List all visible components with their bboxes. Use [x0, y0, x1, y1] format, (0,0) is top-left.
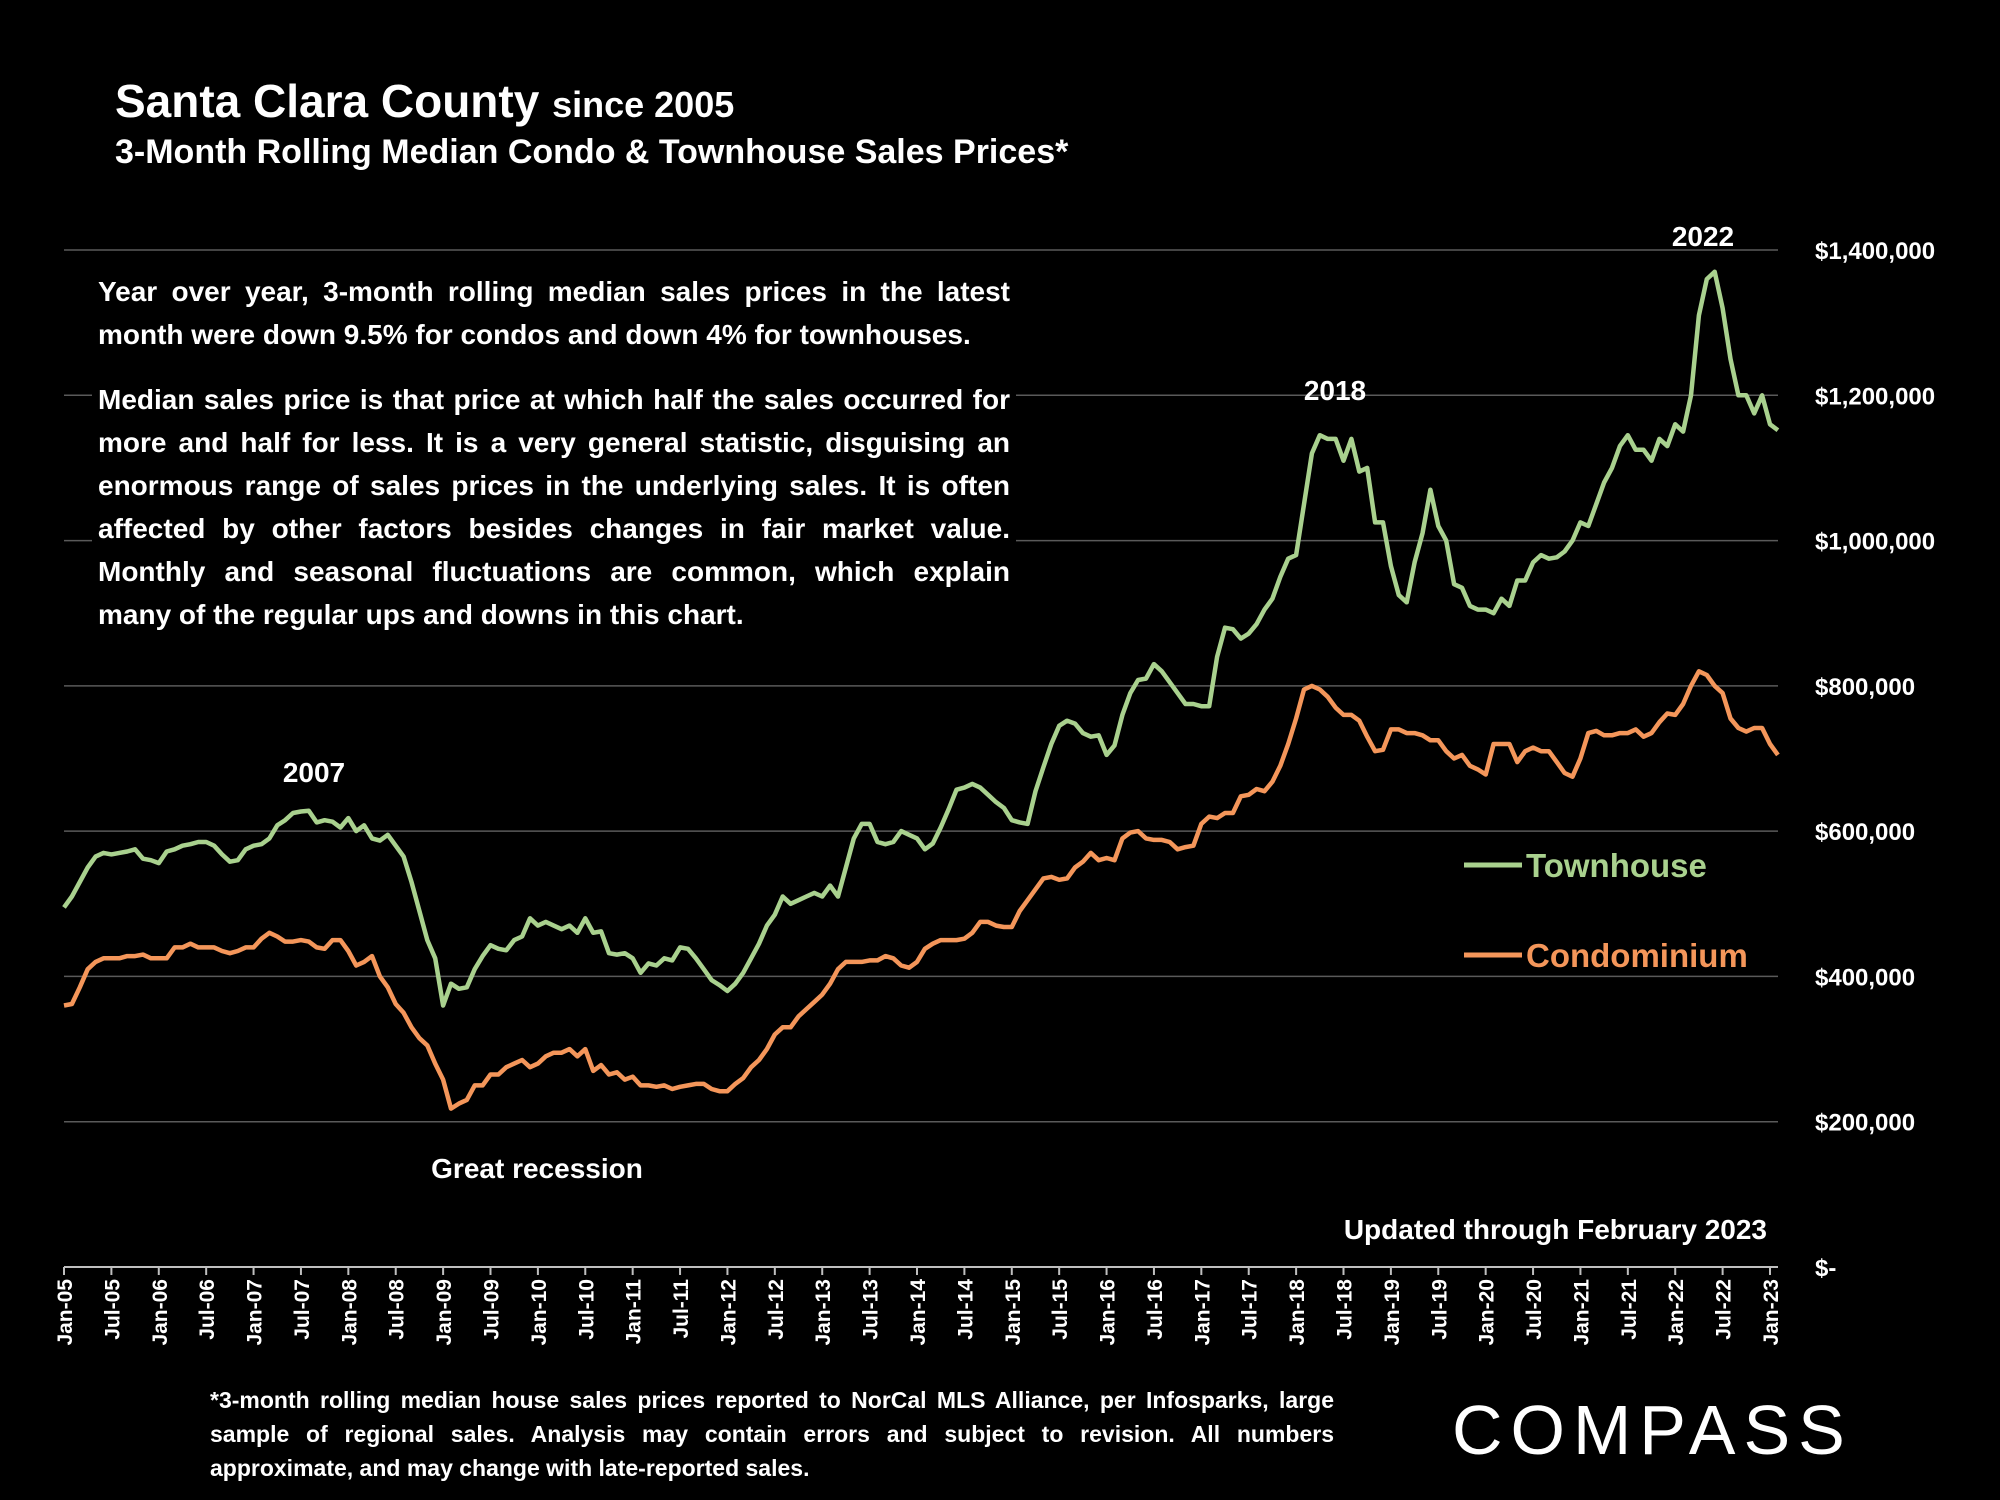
x-tick-label: Jan-10: [528, 1279, 551, 1346]
x-tick-label: Jan-19: [1381, 1279, 1404, 1346]
annotation: 2022: [1672, 221, 1734, 252]
legend-label: Condominium: [1526, 937, 1748, 974]
x-tick-label: Jan-07: [244, 1279, 267, 1346]
x-tick-label: Jul-08: [386, 1279, 409, 1340]
x-tick-label: Jul-05: [101, 1279, 124, 1340]
x-tick-label: Jan-20: [1476, 1279, 1499, 1346]
x-tick-label: Jul-19: [1428, 1279, 1451, 1340]
series-line: [62, 269, 1780, 1008]
x-tick-label: Jul-22: [1713, 1279, 1736, 1340]
x-tick-label: Jul-17: [1239, 1279, 1262, 1340]
x-tick-label: Jul-20: [1523, 1279, 1546, 1340]
updated-note: Updated through February 2023: [1344, 1214, 1767, 1245]
y-tick-label: $200,000: [1815, 1110, 1915, 1137]
y-tick-label: $800,000: [1815, 674, 1915, 701]
x-tick-label: Jan-17: [1191, 1279, 1214, 1346]
x-tick-label: Jan-16: [1097, 1279, 1120, 1346]
x-tick-label: Jan-05: [54, 1279, 77, 1346]
x-tick-label: Jul-11: [670, 1279, 693, 1339]
x-tick-label: Jul-06: [196, 1279, 219, 1340]
chart-title: Santa Clara County since 2005: [115, 74, 734, 128]
x-tick-label: Jul-14: [954, 1279, 977, 1340]
x-tick-label: Jan-18: [1286, 1279, 1309, 1346]
chart-subtitle: 3-Month Rolling Median Condo & Townhouse…: [115, 133, 1069, 171]
x-tick-label: Jan-12: [717, 1279, 740, 1346]
x-tick-label: Jul-13: [860, 1279, 883, 1340]
x-tick-label: Jul-16: [1144, 1279, 1167, 1340]
y-tick-label: $1,000,000: [1815, 529, 1935, 556]
x-tick-label: Jan-21: [1570, 1279, 1593, 1346]
x-tick-label: Jul-09: [481, 1279, 504, 1340]
x-tick-label: Jan-08: [338, 1279, 361, 1346]
note-paragraph: Year over year, 3-month rolling median s…: [98, 276, 1010, 350]
x-tick-label: Jul-21: [1618, 1279, 1641, 1340]
y-tick-label: $1,200,000: [1815, 383, 1935, 410]
x-tick-label: Jan-09: [433, 1279, 456, 1346]
x-tick-label: Jul-15: [1049, 1279, 1072, 1340]
legend-label: Townhouse: [1526, 847, 1707, 884]
x-tick-label: Jan-15: [1002, 1279, 1025, 1346]
series-line: [63, 669, 1780, 1111]
y-tick-label: $1,400,000: [1815, 238, 1935, 265]
x-tick-label: Jul-07: [291, 1279, 314, 1340]
x-tick-label: Jul-10: [575, 1279, 598, 1340]
title-main: Santa Clara County: [115, 75, 540, 127]
x-tick-label: Jul-12: [765, 1279, 788, 1340]
x-tick-label: Jan-22: [1665, 1279, 1688, 1346]
title-note: since 2005: [552, 84, 735, 125]
x-tick-label: Jan-14: [907, 1279, 930, 1346]
y-tick-label: $400,000: [1815, 964, 1915, 991]
annotation: 2007: [283, 757, 345, 788]
x-tick-label: Jul-18: [1334, 1279, 1357, 1340]
annotation: 2018: [1304, 375, 1366, 406]
x-tick-label: Jan-11: [623, 1279, 646, 1345]
x-tick-label: Jan-23: [1760, 1279, 1783, 1346]
logo: COMPASS: [1452, 1391, 1853, 1469]
footnote: *3-month rolling median house sales pric…: [210, 1387, 1334, 1481]
x-tick-label: Jan-13: [812, 1279, 835, 1346]
annotation: Great recession: [431, 1153, 643, 1184]
note-paragraph: Median sales price is that price at whic…: [98, 384, 1010, 630]
y-tick-label: $600,000: [1815, 819, 1915, 846]
y-tick-label: $-: [1815, 1255, 1836, 1282]
notes: Year over year, 3-month rolling median s…: [92, 262, 1016, 666]
x-tick-label: Jan-06: [149, 1279, 172, 1346]
